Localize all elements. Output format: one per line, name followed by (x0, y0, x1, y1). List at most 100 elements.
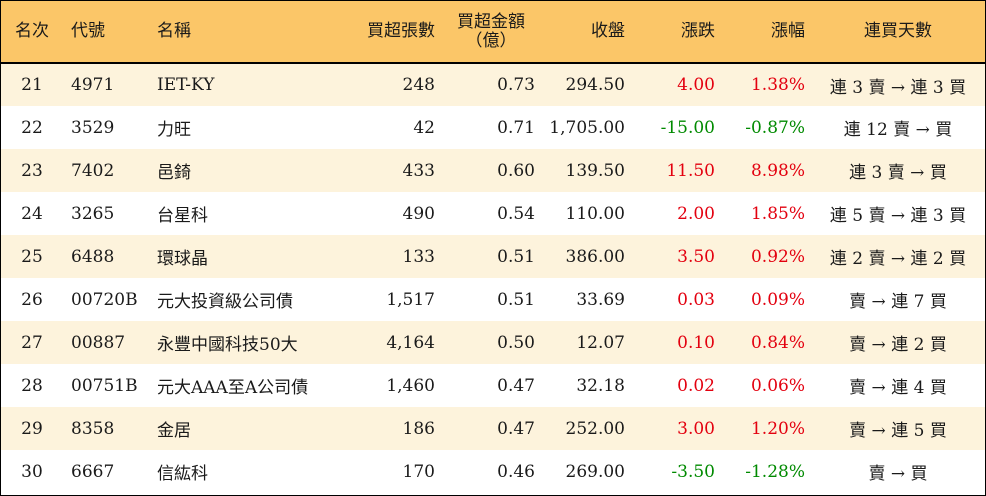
cell-net-buy-lots: 133 (402, 246, 435, 267)
cell-name: 台星科 (157, 206, 208, 226)
cell-code: 4971 (71, 75, 115, 95)
cell-rank: 27 (21, 332, 43, 353)
cell-rank: 29 (21, 418, 43, 439)
table-row: 30 6667 信紘科 170 0.46 269.00 -3.50 -1.28% 賣 → 買 (1, 450, 985, 493)
cell-net-buy-amount: 0.46 (497, 461, 535, 482)
cell-change-pct: 0.84% (750, 332, 805, 353)
cell-streak: 賣 → 連 4 買 (849, 378, 947, 398)
cell-close: 32.18 (576, 375, 625, 396)
cell-rank: 28 (21, 375, 43, 396)
cell-rank: 26 (21, 289, 43, 310)
cell-net-buy-lots: 433 (402, 160, 435, 181)
cell-streak: 連 12 賣 → 買 (843, 120, 953, 140)
cell-name: 金居 (157, 421, 191, 441)
cell-change-pct: 1.20% (750, 418, 805, 439)
table-row: 23 7402 邑錡 433 0.60 139.50 11.50 8.98% 連 3 賣 → 買 (1, 149, 985, 192)
table-row: 25 6488 環球晶 133 0.51 386.00 3.50 0.92% 連 2 賣 → 連… (1, 235, 985, 278)
table-row: 21 4971 IET-KY 248 0.73 294.50 4.00 1.38% 連 3 賣 … (1, 63, 985, 106)
header-net-buy-amount-line2: （億） (465, 30, 517, 51)
header-net-buy-lots: 買超張數 (331, 1, 441, 64)
header-net-buy-amount-line1: 買超金額 (457, 11, 525, 32)
cell-change: -3.50 (671, 461, 715, 482)
cell-change: 0.02 (677, 375, 715, 396)
header-name: 名稱 (147, 1, 331, 64)
cell-rank: 24 (21, 203, 43, 224)
cell-name: 永豐中國科技50大 (157, 335, 298, 355)
cell-close: 1,705.00 (549, 117, 625, 138)
header-code: 代號 (63, 1, 147, 64)
cell-close: 33.69 (576, 289, 625, 310)
cell-net-buy-amount: 0.50 (497, 332, 535, 353)
header-change-pct: 漲幅 (721, 1, 811, 64)
cell-change: 0.10 (677, 332, 715, 353)
cell-rank: 23 (21, 160, 43, 181)
cell-net-buy-amount: 0.51 (497, 289, 535, 310)
cell-name: 元大AAA至A公司債 (157, 378, 309, 398)
cell-name: 邑錡 (157, 163, 191, 183)
cell-change: 2.00 (677, 203, 715, 224)
cell-change-pct: 0.09% (750, 289, 805, 310)
cell-net-buy-amount: 0.73 (497, 75, 535, 95)
cell-net-buy-amount: 0.51 (497, 246, 535, 267)
cell-streak: 連 3 賣 → 連 3 買 (829, 77, 967, 98)
cell-change-pct: 1.38% (750, 75, 805, 95)
cell-change: 11.50 (666, 160, 715, 181)
cell-close: 269.00 (565, 461, 625, 482)
cell-name: IET-KY (157, 75, 215, 95)
table-row: 28 00751B 元大AAA至A公司債 1,460 0.47 32.18 0.02 0.06… (1, 364, 985, 407)
cell-change: 3.00 (677, 418, 715, 439)
cell-rank: 21 (21, 75, 43, 95)
table-header-row: 名次 代號 名稱 買超張數 買超金額 （億） 收盤 漲跌 漲幅 連買天數 (1, 1, 985, 64)
cell-net-buy-lots: 490 (402, 203, 435, 224)
cell-close: 110.00 (565, 203, 625, 224)
cell-net-buy-amount: 0.71 (497, 117, 535, 138)
cell-streak: 連 3 賣 → 買 (849, 163, 947, 183)
cell-code: 8358 (71, 418, 115, 439)
cell-code: 00751B (71, 375, 138, 396)
cell-close: 252.00 (565, 418, 625, 439)
cell-code: 6488 (71, 246, 115, 267)
cell-name: 信紘科 (157, 464, 208, 484)
cell-change-pct: 1.85% (750, 203, 805, 224)
cell-rank: 22 (21, 117, 43, 138)
cell-code: 6667 (71, 461, 115, 482)
header-close: 收盤 (541, 1, 631, 64)
cell-close: 294.50 (565, 75, 625, 95)
cell-change: 3.50 (677, 246, 715, 267)
cell-net-buy-amount: 0.47 (497, 418, 535, 439)
cell-change-pct: -0.87% (745, 117, 805, 138)
cell-net-buy-amount: 0.60 (497, 160, 535, 181)
cell-streak: 連 5 賣 → 連 3 買 (829, 206, 967, 226)
cell-change: 0.03 (677, 289, 715, 310)
cell-code: 3265 (71, 203, 115, 224)
cell-code: 3529 (71, 117, 115, 138)
cell-streak: 賣 → 連 5 買 (849, 421, 947, 441)
table-row: 27 00887 永豐中國科技50大 4,164 0.50 12.07 0.10 0.84% 賣… (1, 321, 985, 364)
cell-change-pct: 8.98% (750, 160, 805, 181)
cell-close: 386.00 (565, 246, 625, 267)
cell-streak: 賣 → 連 7 買 (849, 292, 947, 312)
header-rank: 名次 (1, 1, 63, 64)
cell-rank: 25 (21, 246, 43, 267)
cell-change-pct: 0.06% (750, 375, 805, 396)
cell-code: 00887 (71, 332, 126, 353)
cell-streak: 賣 → 連 2 買 (849, 335, 947, 355)
table-row: 26 00720B 元大投資級公司債 1,517 0.51 33.69 0.03 0.09% 賣… (1, 278, 985, 321)
cell-net-buy-lots: 186 (402, 418, 435, 439)
header-change: 漲跌 (631, 1, 721, 64)
cell-close: 12.07 (576, 332, 625, 353)
cell-name: 環球晶 (157, 249, 208, 269)
cell-change-pct: 0.92% (750, 246, 805, 267)
cell-net-buy-lots: 4,164 (386, 332, 435, 353)
cell-code: 00720B (71, 289, 138, 310)
cell-net-buy-amount: 0.54 (497, 203, 535, 224)
table-row: 24 3265 台星科 490 0.54 110.00 2.00 1.85% 連 5 賣 → 連… (1, 192, 985, 235)
cell-change-pct: -1.28% (745, 461, 805, 482)
cell-net-buy-lots: 1,460 (386, 375, 435, 396)
table-row: 22 3529 力旺 42 0.71 1,705.00 -15.00 -0.87% 連 12 賣… (1, 106, 985, 149)
cell-streak: 連 2 賣 → 連 2 買 (829, 249, 967, 269)
cell-net-buy-amount: 0.47 (497, 375, 535, 396)
cell-name: 力旺 (157, 120, 191, 140)
